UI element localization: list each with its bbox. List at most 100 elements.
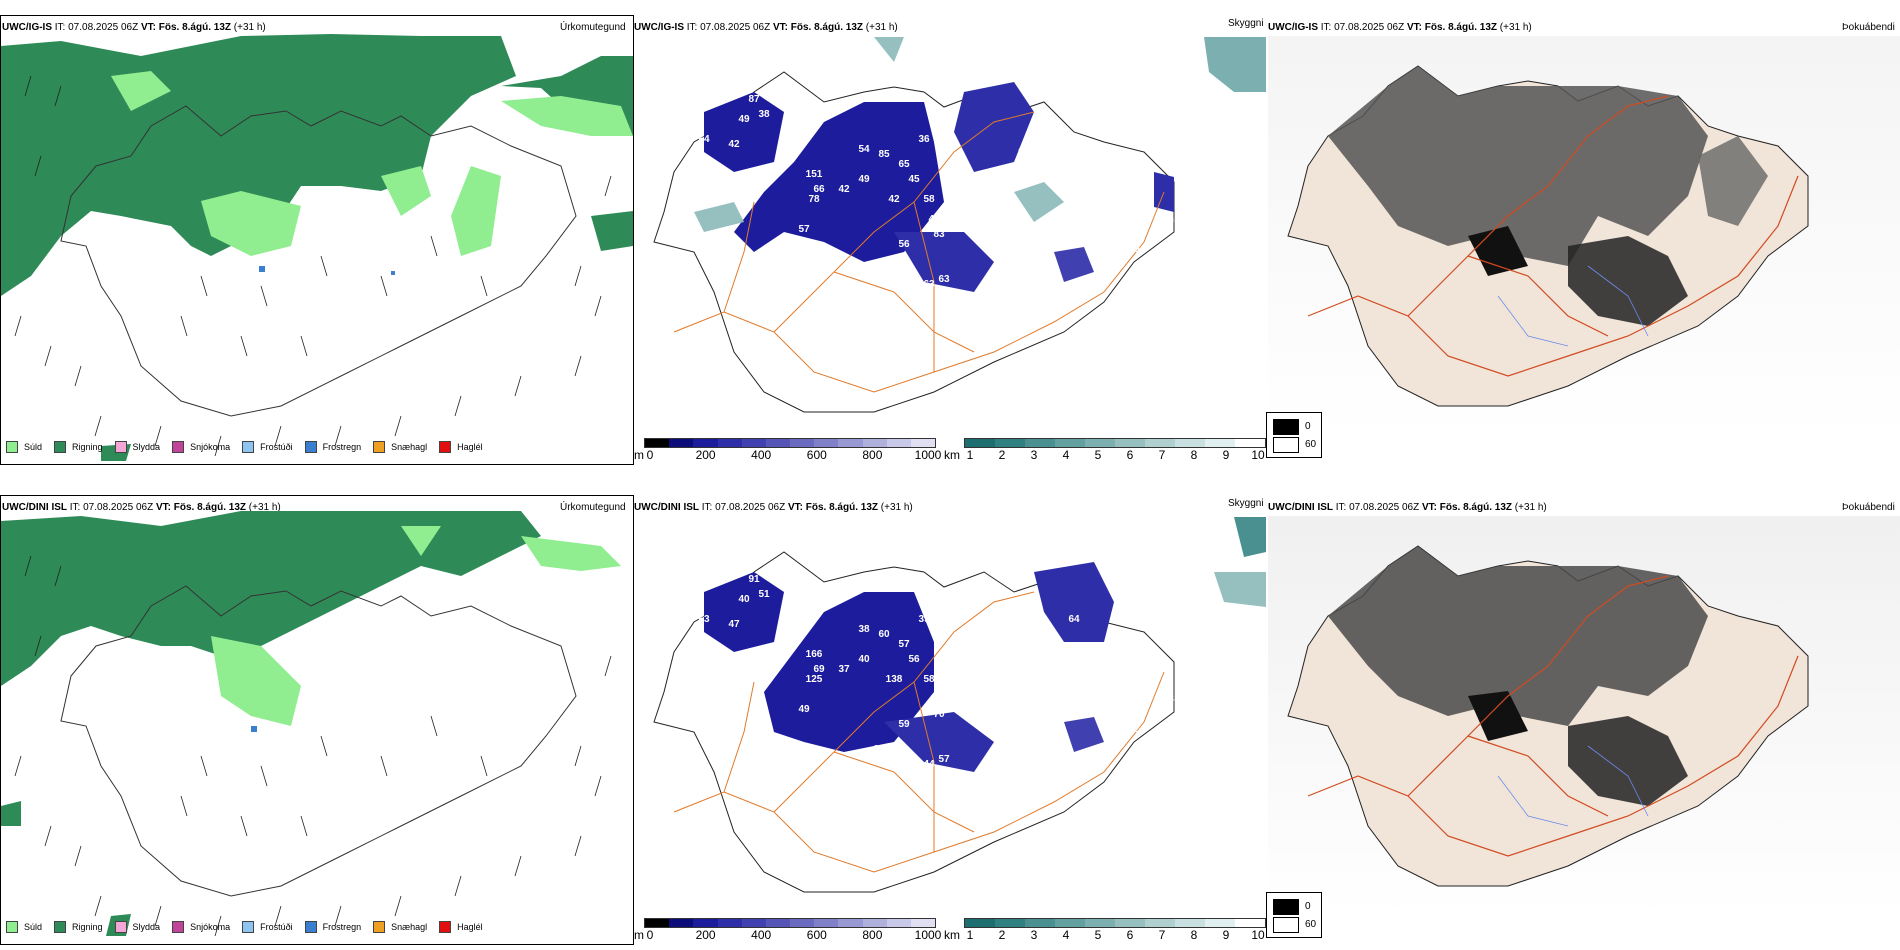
- fog-black-label: 0: [1305, 421, 1311, 432]
- cloud-map-row2[interactable]: 91 40 51 63 47 57 67 58 166 69 125 49 37 40 38 60 57 39 56…: [634, 512, 1266, 912]
- visibility-colorbar-row1: km 1 2 3 4 5 6 7 8 9 10: [944, 438, 1266, 466]
- colorbar-segment: [910, 919, 936, 927]
- legend-label: Súld: [24, 922, 43, 932]
- colorbar-segment: [1055, 439, 1085, 447]
- header-row2-cloud: UWC/DINI ISL IT: 07.08.2025 06Z VT: Fös.…: [634, 502, 913, 514]
- header-row2-precip: UWC/DINI ISL IT: 07.08.2025 06Z VT: Fös.…: [2, 502, 281, 514]
- cloudbase-value-label: 50: [778, 139, 790, 150]
- cloudbase-unit: m: [634, 928, 644, 942]
- fog-black-swatch: [1273, 899, 1299, 915]
- precip-legend-row1: Súld Rigning Slydda Snjókoma Frostúði Frostre…: [6, 438, 483, 456]
- vt-value: Fös. 8.ágú. 13Z: [1439, 502, 1512, 513]
- colorbar-tick: 2: [998, 448, 1006, 462]
- colorbar-segment: [645, 919, 670, 927]
- cloud-map-row1[interactable]: 87 49 38 64 42 50 09 51 151 66 78 57 42 49 54 85 65 36 45 4…: [634, 32, 1266, 432]
- fog-map-row2[interactable]: [1268, 516, 1900, 916]
- colorbar-segment: [1115, 439, 1145, 447]
- cloudbase-colorbar-row1: m 0 200 400 600 800 1000: [634, 438, 941, 466]
- colorbar-tick: 3: [1030, 928, 1038, 942]
- legend-swatch: [373, 441, 386, 453]
- colorbar-tick: 6: [1126, 928, 1134, 942]
- cloudbase-value-label: 55: [913, 764, 925, 775]
- legend-label: Frostúði: [260, 442, 293, 452]
- lead-time: (+31 h): [248, 502, 281, 513]
- colorbar-segment: [1205, 439, 1235, 447]
- cloudbase-value-label: 42: [1048, 654, 1060, 665]
- fog-white-label: 60: [1305, 439, 1317, 450]
- vt-value: Fös. 8.ágú. 13Z: [173, 502, 246, 513]
- cloudbase-value-label: 105: [746, 259, 763, 270]
- cloudbase-value-label: 65: [898, 159, 910, 170]
- cloudbase-value-label: 62: [1168, 214, 1180, 225]
- cloudbase-value-label: 166: [806, 649, 823, 660]
- legend-label: Rigning: [72, 442, 103, 452]
- colorbar-segment: [790, 919, 815, 927]
- it-label: IT:: [701, 502, 713, 513]
- vt-label: VT:: [1406, 22, 1422, 33]
- legend-swatch: [172, 921, 185, 933]
- cloudbase-value-label: 151: [806, 169, 823, 180]
- cloudbase-value-label: 20: [1108, 304, 1120, 315]
- cloudbase-value-label: 58: [923, 674, 935, 685]
- precip-map-row2[interactable]: [0, 495, 634, 945]
- legend-swatch: [304, 921, 317, 933]
- precip-map-row1[interactable]: [0, 15, 634, 465]
- it-value: 07.08.2025 06Z: [68, 22, 139, 33]
- fog-black-swatch: [1273, 419, 1299, 435]
- cloudbase-value-label: 49: [1078, 654, 1090, 665]
- visibility-unit: km: [944, 448, 960, 462]
- precip-map-svg-row2: [1, 511, 621, 937]
- legend-swatch: [54, 441, 67, 453]
- cloudbase-value-label: 52: [1128, 724, 1140, 735]
- fog-title-row2: Þokuábendi: [1842, 502, 1895, 513]
- colorbar-tick: 1: [966, 448, 974, 462]
- header-row1-precip: UWC/IG-IS IT: 07.08.2025 06Z VT: Fös. 8.…: [2, 22, 266, 34]
- cloudbase-value-label: 88: [1168, 694, 1180, 705]
- colorbar-tick: 7: [1158, 448, 1166, 462]
- legend-item-3: Snjókoma: [172, 441, 230, 453]
- colorbar-tick: 800: [862, 928, 883, 942]
- colorbar-segment: [995, 919, 1025, 927]
- it-value: 07.08.2025 06Z: [83, 502, 154, 513]
- cloudbase-value-label: 49: [738, 114, 750, 125]
- colorbar-segment: [1085, 919, 1115, 927]
- cloudbase-value-label: 57: [1078, 174, 1090, 185]
- cloudbase-value-label: 89: [883, 264, 895, 275]
- legend-label: Snjókoma: [190, 922, 231, 932]
- legend-label: Snæhagl: [391, 442, 428, 452]
- cloudbase-value-label: 91: [958, 214, 970, 225]
- cloudbase-value-label: 42: [838, 184, 850, 195]
- cloudbase-value-label: 47: [728, 619, 740, 630]
- cloudbase-value-label: 63: [948, 769, 960, 780]
- cloud-title-row1: Skyggni: [1228, 18, 1264, 29]
- cloudbase-value-label: 57: [1058, 644, 1070, 655]
- legend-item-7: Haglél: [439, 441, 483, 453]
- colorbar-segment: [693, 919, 718, 927]
- legend-label: Frostregn: [322, 922, 362, 932]
- colorbar-segment: [1145, 439, 1175, 447]
- colorbar-tick: 400: [751, 448, 772, 462]
- colorbar-tick: 8: [1190, 928, 1198, 942]
- legend-item-0: Súld: [6, 441, 42, 453]
- model-name: UWC/DINI ISL: [1268, 502, 1333, 513]
- legend-swatch: [6, 921, 18, 933]
- header-row1-fog: UWC/IG-IS IT: 07.08.2025 06Z VT: Fös. 8.…: [1268, 22, 1532, 34]
- legend-item-4: Frostúði: [242, 441, 293, 453]
- legend-swatch: [373, 921, 386, 933]
- colorbar-segment: [814, 439, 839, 447]
- cloudbase-value-label: 91: [748, 574, 760, 585]
- fog-map-row1[interactable]: [1268, 36, 1900, 436]
- cloudbase-value-label: 68: [748, 739, 760, 750]
- colorbar-segment: [1025, 919, 1055, 927]
- colorbar-segment: [669, 919, 694, 927]
- lead-time: (+31 h): [865, 22, 898, 33]
- colorbar-segment: [862, 919, 887, 927]
- cloudbase-value-label: 83: [958, 694, 970, 705]
- legend-swatch: [242, 441, 255, 453]
- cloudbase-value-label: 42: [888, 194, 900, 205]
- colorbar-tick: 0: [646, 448, 654, 462]
- colorbar-segment: [814, 919, 839, 927]
- colorbar-segment: [965, 919, 995, 927]
